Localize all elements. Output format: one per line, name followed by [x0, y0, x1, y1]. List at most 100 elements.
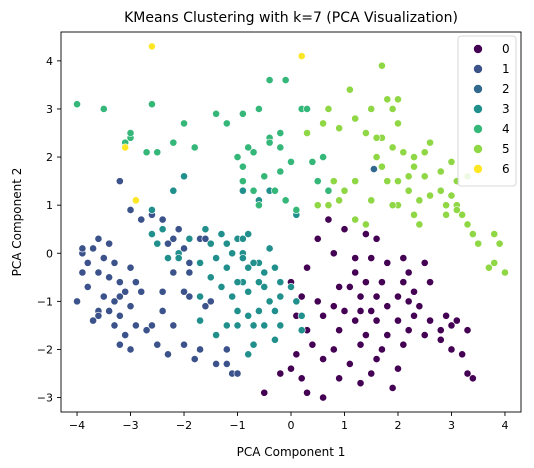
data-point-cluster-3 [244, 230, 253, 238]
data-point-cluster-1 [115, 278, 124, 287]
data-point-cluster-3 [244, 287, 253, 296]
data-point-cluster-4 [313, 177, 322, 186]
data-point-cluster-5 [420, 172, 429, 181]
legend-marker-2 [473, 84, 483, 94]
data-point-cluster-4 [142, 148, 151, 157]
data-point-cluster-3 [206, 239, 215, 248]
data-point-cluster-5 [452, 206, 461, 214]
data-point-cluster-6 [121, 143, 130, 152]
data-point-cluster-0 [260, 388, 269, 397]
data-point-cluster-1 [126, 345, 135, 354]
data-point-cluster-3 [180, 172, 188, 181]
data-point-cluster-1 [212, 359, 221, 368]
data-point-cluster-5 [388, 143, 397, 152]
data-point-cluster-5 [394, 95, 402, 104]
x-tick-label: 3 [448, 419, 455, 432]
data-point-cluster-0 [372, 234, 381, 243]
data-point-cluster-1 [158, 287, 167, 296]
legend-label-1: 1 [502, 62, 510, 76]
data-point-cluster-5 [351, 215, 360, 224]
data-point-cluster-3 [249, 340, 258, 349]
data-point-cluster-1 [126, 302, 135, 311]
data-point-cluster-0 [313, 234, 322, 243]
data-point-cluster-5 [335, 196, 344, 205]
data-point-cluster-0 [329, 345, 338, 354]
data-point-cluster-5 [436, 186, 445, 195]
legend-label-0: 0 [502, 42, 510, 56]
data-point-cluster-0 [458, 350, 467, 359]
data-point-cluster-1 [115, 177, 124, 186]
data-point-cluster-0 [292, 350, 301, 359]
data-point-cluster-5 [415, 220, 424, 229]
data-point-cluster-0 [297, 292, 306, 301]
data-point-cluster-3 [174, 254, 183, 262]
data-point-cluster-4 [169, 138, 178, 147]
data-point-cluster-1 [158, 307, 167, 315]
data-point-cluster-3 [276, 292, 285, 301]
data-point-cluster-0 [308, 340, 317, 349]
data-point-cluster-0 [367, 307, 376, 315]
y-tick-label: 2 [46, 151, 53, 164]
data-point-cluster-4 [249, 148, 258, 157]
data-point-cluster-3 [196, 316, 204, 325]
data-point-cluster-5 [383, 95, 392, 104]
data-point-cluster-6 [148, 42, 156, 51]
legend-marker-4 [473, 124, 483, 134]
data-point-cluster-0 [361, 331, 370, 339]
y-axis-label: PCA Component 2 [10, 168, 24, 277]
data-point-cluster-3 [260, 283, 269, 291]
legend-label-4: 4 [502, 122, 510, 136]
legend-marker-3 [473, 104, 483, 114]
data-point-cluster-3 [255, 307, 263, 315]
data-point-cluster-1 [164, 239, 172, 248]
data-point-cluster-1 [169, 268, 178, 277]
data-point-cluster-1 [137, 287, 146, 296]
data-point-cluster-0 [399, 340, 408, 349]
data-point-cluster-0 [463, 369, 472, 378]
chart-title: KMeans Clustering with k=7 (PCA Visualiz… [124, 10, 458, 26]
data-point-cluster-5 [329, 177, 338, 186]
data-point-cluster-1 [185, 268, 194, 277]
data-point-cluster-6 [297, 52, 306, 60]
data-point-cluster-5 [468, 230, 477, 238]
legend-label-5: 5 [502, 142, 510, 156]
data-point-cluster-4 [238, 162, 247, 171]
data-point-cluster-5 [372, 153, 381, 161]
data-point-cluster-3 [244, 350, 253, 359]
data-point-cluster-0 [361, 278, 370, 287]
y-tick-label: −1 [37, 295, 53, 308]
x-tick-label: −1 [229, 419, 245, 432]
legend: 0 1 2 3 4 5 6 [457, 35, 517, 187]
data-point-cluster-4 [271, 186, 279, 195]
data-point-cluster-0 [372, 292, 381, 301]
data-point-cluster-0 [276, 369, 285, 378]
data-point-cluster-3 [217, 230, 226, 238]
data-point-cluster-0 [394, 316, 402, 325]
data-point-cluster-3 [260, 268, 269, 277]
data-point-cluster-3 [271, 307, 279, 315]
data-point-cluster-3 [238, 234, 247, 243]
data-point-cluster-1 [180, 244, 188, 253]
data-point-cluster-1 [83, 283, 92, 291]
data-point-cluster-5 [410, 153, 418, 161]
data-point-cluster-4 [126, 129, 135, 137]
x-tick-label: 1 [341, 419, 348, 432]
data-point-cluster-1 [222, 345, 231, 354]
data-point-cluster-1 [89, 244, 97, 253]
data-point-cluster-1 [137, 215, 146, 224]
data-point-cluster-4 [212, 109, 221, 118]
data-point-cluster-0 [410, 287, 418, 296]
data-point-cluster-0 [356, 340, 365, 349]
data-point-cluster-4 [255, 105, 263, 113]
data-point-cluster-1 [158, 215, 167, 224]
data-point-cluster-0 [383, 258, 392, 267]
y-tick-label: −2 [37, 343, 53, 356]
data-point-cluster-0 [436, 335, 445, 344]
data-point-cluster-4 [324, 186, 333, 195]
data-point-cluster-5 [313, 201, 322, 210]
data-point-cluster-5 [399, 148, 408, 157]
data-point-cluster-4 [276, 129, 285, 137]
data-point-cluster-0 [303, 263, 311, 272]
data-point-cluster-1 [99, 254, 108, 262]
data-point-cluster-1 [110, 321, 119, 330]
